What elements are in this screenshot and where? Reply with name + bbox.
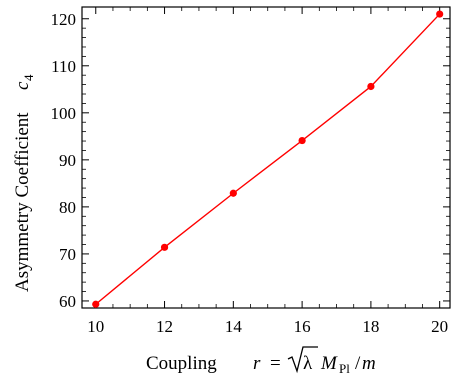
data-point [160,243,169,251]
x-tick-label: 10 [87,317,104,336]
y-tick-label: 60 [59,292,76,311]
plot-border [81,6,451,309]
x-axis-label-var: r [253,353,261,374]
data-point [229,189,237,197]
x-axis-label-subscript: Pl [339,361,350,376]
x-axis-label-slash: / [355,353,361,374]
x-axis-label-lambda: λ [303,353,313,374]
data-point [436,10,444,18]
x-axis-label-m: m [362,353,376,374]
y-tick-label: 120 [51,10,77,29]
data-point [298,136,306,145]
series-layer [92,10,444,308]
x-tick-label: 16 [294,317,311,336]
x-axis-ticks: 10 12 14 16 18 20 [87,7,448,336]
y-axis-label-text: Asymmetry Coefficient [12,112,33,292]
x-axis-label-M: M [320,353,338,374]
sqrt-sign [287,346,318,374]
x-axis-label-eq: = [270,353,281,374]
plot-frame [81,6,451,309]
x-tick-label: 12 [156,317,173,336]
y-tick-label: 110 [51,57,76,76]
x-tick-label: 18 [362,317,379,336]
y-tick-label: 80 [59,198,76,217]
y-tick-label: 90 [59,151,76,170]
data-point [92,300,100,308]
x-tick-label: 14 [225,317,243,336]
series-line [95,13,441,305]
y-tick-label: 100 [51,104,77,123]
y-axis-ticks: 60 70 80 90 100 110 120 [51,10,450,311]
x-axis-label-text: Coupling [146,353,217,374]
x-axis-label: Coupling r = λ M Pl / m [146,346,376,376]
y-axis-label-subscript: 4 [21,74,36,81]
data-point [367,82,375,91]
x-tick-label: 20 [431,317,448,336]
y-axis-label: Asymmetry Coefficient c 4 [12,74,36,292]
y-axis-label-var: c [12,81,33,90]
y-tick-label: 70 [59,245,76,264]
